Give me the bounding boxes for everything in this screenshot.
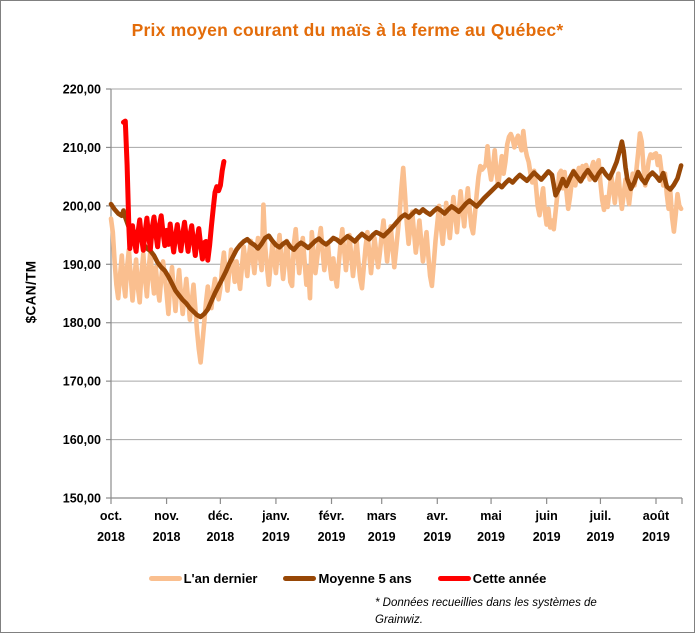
x-tick-year-label: 2019 <box>368 530 396 544</box>
5yr-average-line-swatch <box>283 576 317 581</box>
x-tick-month-label: nov. <box>154 509 179 523</box>
series-line-moyenne-5-ans <box>108 139 684 320</box>
x-tick-year-label: 2019 <box>533 530 561 544</box>
x-tick-year-label: 2019 <box>587 530 615 544</box>
x-tick-year-label: 2019 <box>262 530 290 544</box>
legend-item-5yr-average: Moyenne 5 ans <box>283 571 412 586</box>
y-tick-label: 150,00 <box>63 492 101 506</box>
x-tick-year-label: 2018 <box>206 530 234 544</box>
x-tick-month-label: févr. <box>319 509 345 523</box>
x-tick-month-label: juin <box>535 509 558 523</box>
series-line-cette-ann-e <box>121 118 227 263</box>
x-tick-month-label: août <box>643 509 670 523</box>
x-tick-month-label: juil. <box>589 509 612 523</box>
x-tick-month-label: déc. <box>208 509 233 523</box>
legend-label-5yr-average: Moyenne 5 ans <box>318 571 412 586</box>
legend: L'an dernier Moyenne 5 ans Cette année <box>1 571 694 586</box>
x-tick-year-label: 2018 <box>97 530 125 544</box>
x-tick-month-label: janv. <box>261 509 290 523</box>
x-tick-year-label: 2019 <box>477 530 505 544</box>
x-tick-month-label: mars <box>367 509 397 523</box>
chart-title: Prix moyen courant du maïs à la ferme au… <box>131 20 564 40</box>
y-tick-label: 160,00 <box>63 433 101 447</box>
legend-item-this-year: Cette année <box>437 571 547 586</box>
x-tick-year-label: 2019 <box>423 530 451 544</box>
x-tick-month-label: oct. <box>100 509 122 523</box>
series-line-l-an-dernier <box>108 128 684 365</box>
footnote-line-1: * Données recueillies dans les systèmes … <box>375 597 597 609</box>
x-tick-year-label: 2019 <box>318 530 346 544</box>
legend-label-this-year: Cette année <box>472 571 547 586</box>
y-tick-label: 180,00 <box>63 316 101 330</box>
legend-label-last-year: L'an dernier <box>183 571 258 586</box>
y-tick-label: 190,00 <box>63 258 101 272</box>
this-year-line-swatch <box>437 576 471 581</box>
y-tick-label: 210,00 <box>63 141 101 155</box>
x-tick-year-label: 2019 <box>642 530 670 544</box>
y-tick-label: 170,00 <box>63 375 101 389</box>
x-tick-month-label: mai <box>480 509 502 523</box>
x-tick-year-label: 2018 <box>153 530 181 544</box>
price-line-chart: 150,00 160,00 170,00 180,00 190,00 200,00 210,… <box>63 83 684 544</box>
y-tick-label: 220,00 <box>63 83 101 97</box>
last-year-line-swatch <box>148 576 182 581</box>
x-tick-month-label: avr. <box>427 509 449 523</box>
y-tick-label: 200,00 <box>63 199 101 213</box>
footnote-line-2: Grainwiz. <box>375 614 423 627</box>
footnote: * Données recueillies dans les systèmes … <box>375 595 665 630</box>
legend-item-last-year: L'an dernier <box>148 571 258 586</box>
